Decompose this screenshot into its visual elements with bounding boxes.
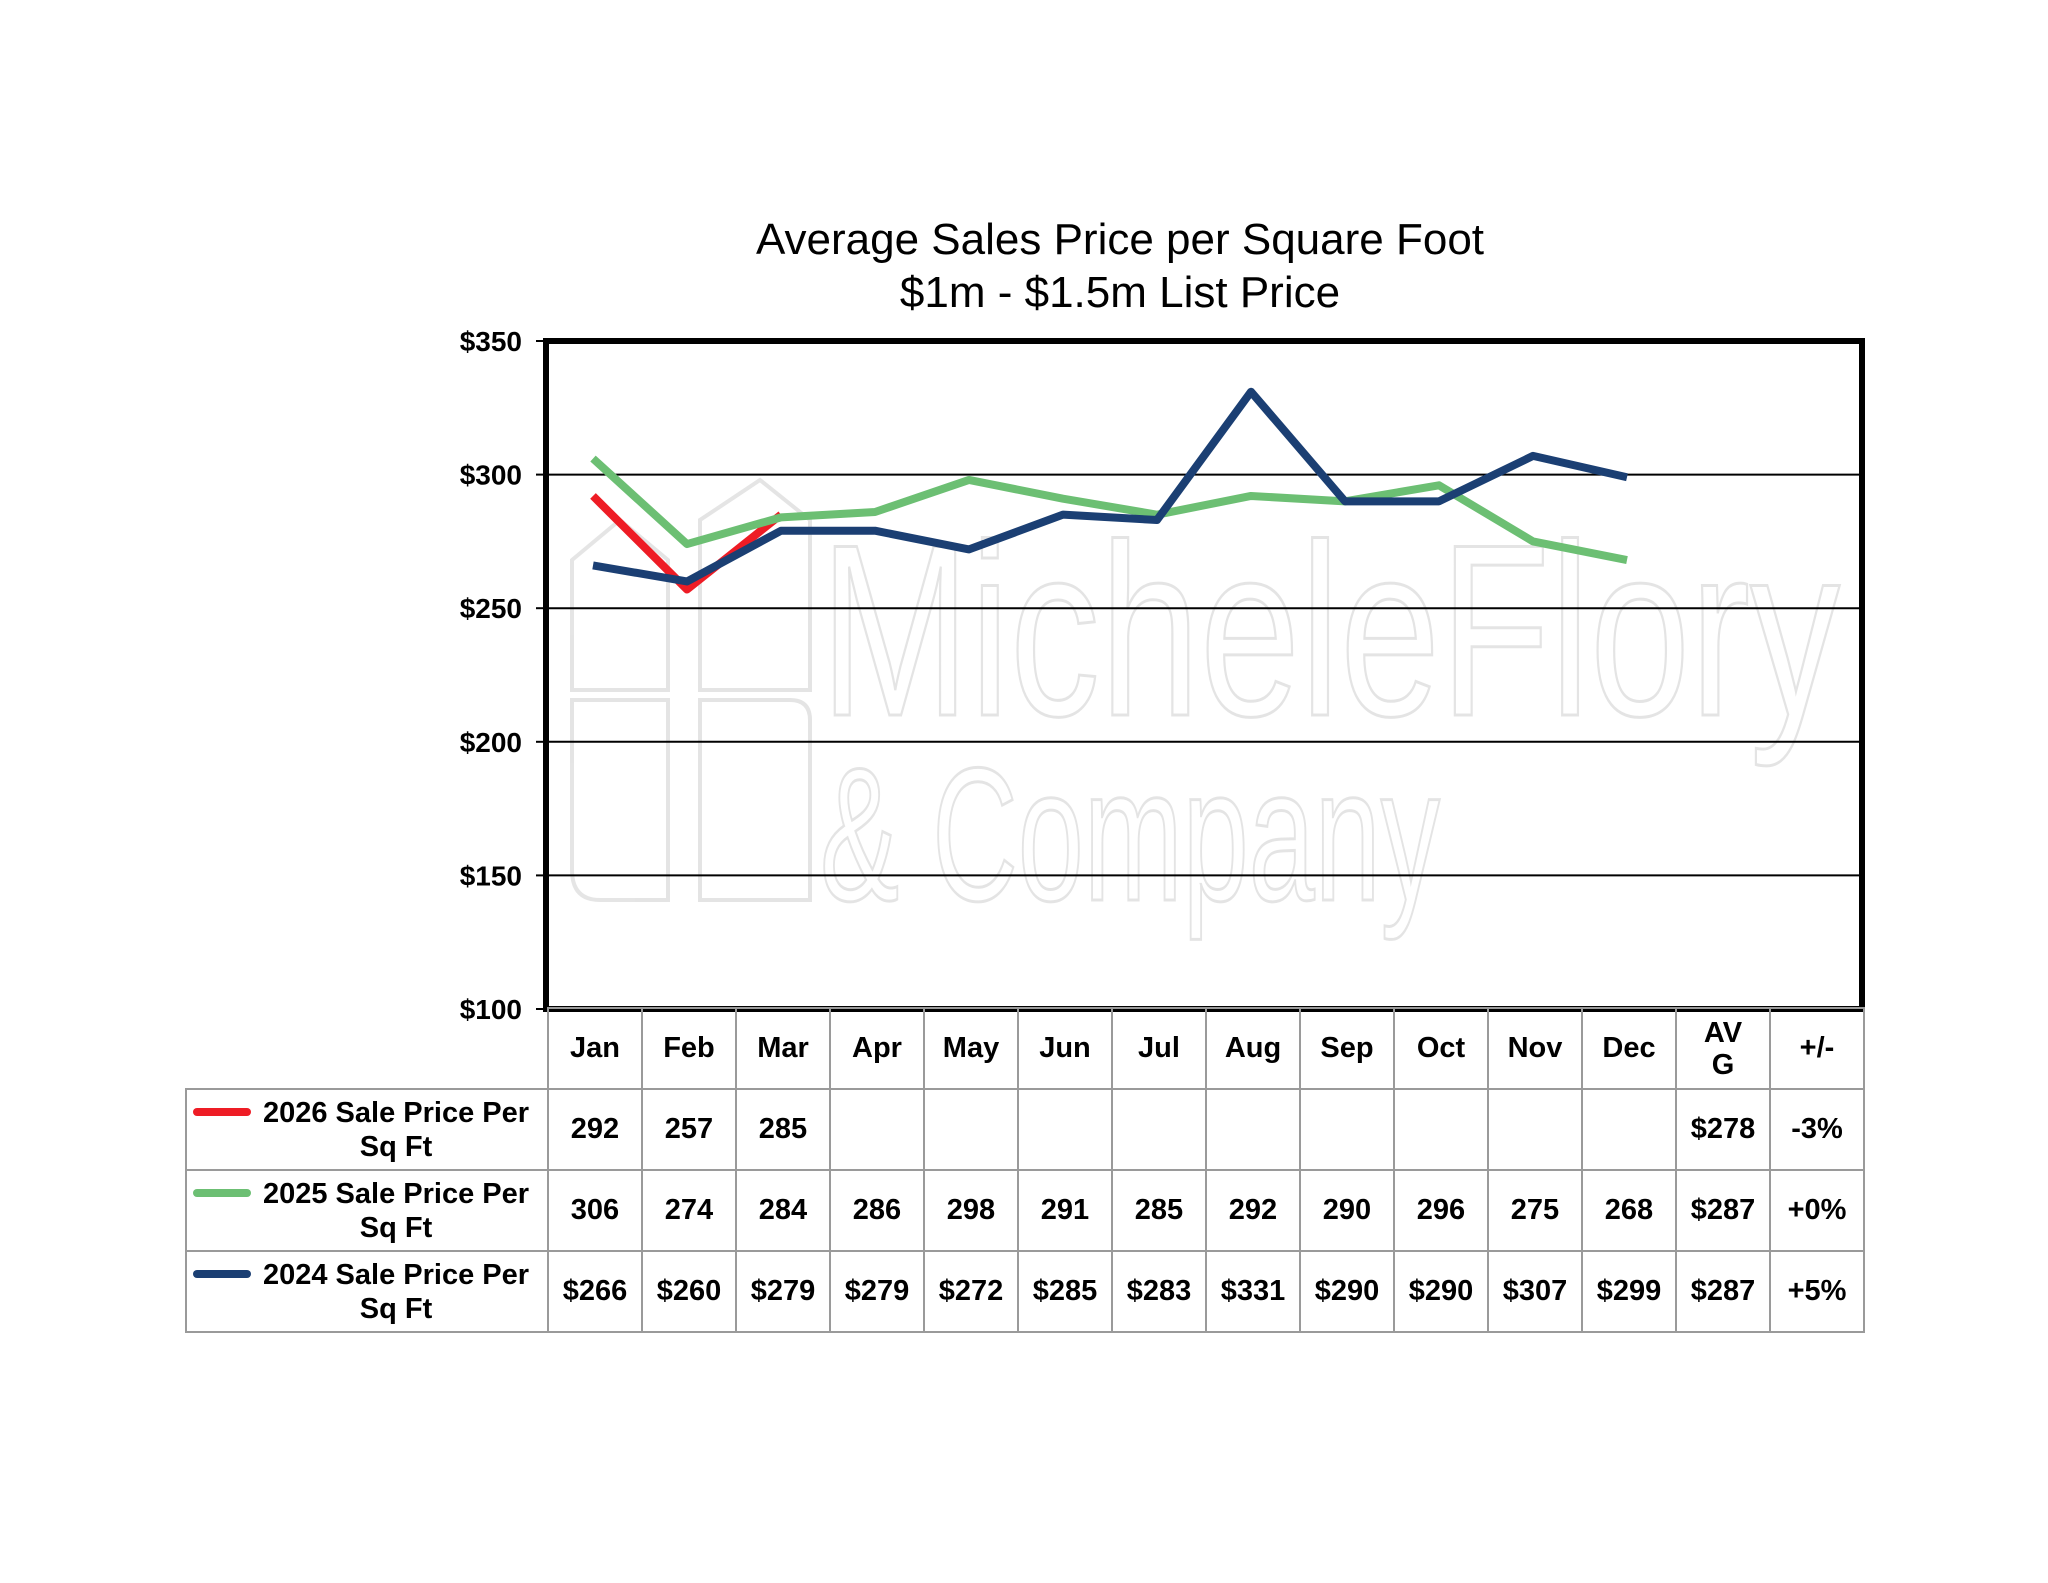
- watermark-text-line2: & Company: [820, 729, 1440, 941]
- y-tick-label: $300: [460, 460, 522, 491]
- data-cell: [923, 1088, 1019, 1171]
- x-tick-label: Sep: [1299, 1007, 1395, 1090]
- x-tick-label: Dec: [1581, 1007, 1677, 1090]
- legend-label: 2025 Sale Price Per Sq Ft: [262, 1177, 530, 1244]
- data-cell: $290: [1299, 1250, 1395, 1333]
- data-cell: $331: [1205, 1250, 1301, 1333]
- y-tick-label: $100: [460, 994, 522, 1025]
- legend-entry: 2026 Sale Price Per Sq Ft: [185, 1088, 549, 1171]
- change-cell: -3%: [1769, 1088, 1865, 1171]
- data-cell: [1487, 1088, 1583, 1171]
- legend-entry: 2024 Sale Price Per Sq Ft: [185, 1250, 549, 1333]
- data-cell: $272: [923, 1250, 1019, 1333]
- gridlines: [546, 473, 1862, 877]
- avg-cell: $287: [1675, 1169, 1771, 1252]
- x-tick-label: Nov: [1487, 1007, 1583, 1090]
- data-cell: 274: [641, 1169, 737, 1252]
- data-cell: $266: [547, 1250, 643, 1333]
- change-cell: +0%: [1769, 1169, 1865, 1252]
- x-tick-label: Feb: [641, 1007, 737, 1090]
- data-cell: [1205, 1088, 1301, 1171]
- data-cell: 290: [1299, 1169, 1395, 1252]
- data-cell: 286: [829, 1169, 925, 1252]
- data-cell: 268: [1581, 1169, 1677, 1252]
- y-axis-ticks: $100 $150 $200 $250 $300 $350: [460, 326, 546, 1025]
- legend-swatch: [193, 1270, 251, 1278]
- x-tick-label: Jan: [547, 1007, 643, 1090]
- table-header-row: Jan Feb Mar Apr May Jun Jul Aug Sep Oct Nov Dec AV G +…: [186, 1007, 1865, 1090]
- data-cell: 285: [735, 1088, 831, 1171]
- data-cell: 291: [1017, 1169, 1113, 1252]
- data-cell: $299: [1581, 1250, 1677, 1333]
- y-tick-label: $150: [460, 860, 522, 891]
- y-tick-label: $250: [460, 593, 522, 624]
- avg-cell: $278: [1675, 1088, 1771, 1171]
- x-tick-label: Oct: [1393, 1007, 1489, 1090]
- legend-entry: 2025 Sale Price Per Sq Ft: [185, 1169, 549, 1252]
- x-tick-label: Aug: [1205, 1007, 1301, 1090]
- watermark-text-line1: MicheleFlory: [820, 493, 1840, 767]
- data-cell: 306: [547, 1169, 643, 1252]
- data-cell: [829, 1088, 925, 1171]
- x-tick-label: Jun: [1017, 1007, 1113, 1090]
- data-cell: 285: [1111, 1169, 1207, 1252]
- legend-swatch: [193, 1108, 251, 1116]
- avg-header: AV G: [1675, 1007, 1771, 1090]
- data-table: Jan Feb Mar Apr May Jun Jul Aug Sep Oct Nov Dec AV G +…: [185, 1007, 1865, 1333]
- table-row: 2026 Sale Price Per Sq Ft 292 257 285 $278 -3…: [185, 1088, 1865, 1171]
- x-tick-label: Mar: [735, 1007, 831, 1090]
- change-cell: +5%: [1769, 1250, 1865, 1333]
- data-cell: 275: [1487, 1169, 1583, 1252]
- data-cell: $279: [735, 1250, 831, 1333]
- data-cell: $283: [1111, 1250, 1207, 1333]
- table-corner: [186, 1008, 548, 1089]
- data-cell: 292: [547, 1088, 643, 1171]
- data-cell: 284: [735, 1169, 831, 1252]
- legend-label: 2024 Sale Price Per Sq Ft: [262, 1258, 530, 1325]
- data-cell: [1581, 1088, 1677, 1171]
- data-cell: $279: [829, 1250, 925, 1333]
- data-cell: 257: [641, 1088, 737, 1171]
- series-line-2026: [590, 493, 784, 594]
- data-cell: [1393, 1088, 1489, 1171]
- chart-title: Average Sales Price per Square Foot: [755, 215, 1485, 264]
- legend-swatch: [193, 1189, 251, 1197]
- x-tick-label: Jul: [1111, 1007, 1207, 1090]
- table-row: 2024 Sale Price Per Sq Ft $266 $260 $279 $27…: [185, 1250, 1865, 1333]
- chart-subtitle: $1m - $1.5m List Price: [899, 268, 1341, 317]
- data-cell: 298: [923, 1169, 1019, 1252]
- series-lines: [590, 387, 1628, 594]
- data-cell: 296: [1393, 1169, 1489, 1252]
- x-tick-label: Apr: [829, 1007, 925, 1090]
- y-tick-label: $350: [460, 326, 522, 357]
- watermark-logo: MicheleFlory & Company: [570, 477, 1842, 943]
- data-cell: $290: [1393, 1250, 1489, 1333]
- y-tick-label: $200: [460, 727, 522, 758]
- table-row: 2025 Sale Price Per Sq Ft 306 274 284 286 298…: [185, 1169, 1865, 1252]
- data-cell: $285: [1017, 1250, 1113, 1333]
- data-cell: [1299, 1088, 1395, 1171]
- data-cell: $260: [641, 1250, 737, 1333]
- data-cell: $307: [1487, 1250, 1583, 1333]
- series-line-2024: [592, 387, 1628, 586]
- legend-label: 2026 Sale Price Per Sq Ft: [262, 1096, 530, 1163]
- data-cell: [1017, 1088, 1113, 1171]
- data-cell: [1111, 1088, 1207, 1171]
- change-header: +/-: [1769, 1007, 1865, 1090]
- avg-cell: $287: [1675, 1250, 1771, 1333]
- data-cell: 292: [1205, 1169, 1301, 1252]
- x-tick-label: May: [923, 1007, 1019, 1090]
